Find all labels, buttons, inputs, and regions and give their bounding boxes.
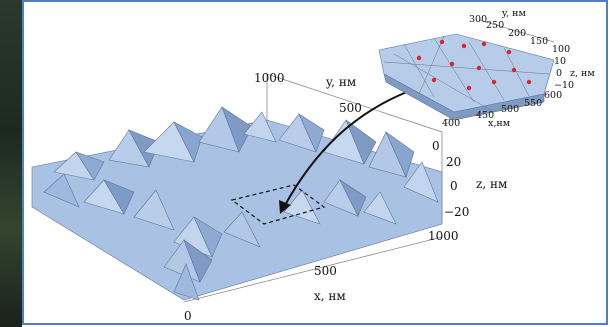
inset-z-tick-neg10: −10 xyxy=(554,80,574,91)
zoom-arrow xyxy=(283,89,413,208)
inset-y-tick-100: 100 xyxy=(552,44,570,55)
main-z-tick-0: 0 xyxy=(450,179,458,193)
inset-y-tick-200: 200 xyxy=(508,28,526,39)
inset-z-axis-label: z, нм xyxy=(570,68,595,79)
main-x-tick-0: 0 xyxy=(184,309,192,323)
inset-z-tick-10: 10 xyxy=(554,56,566,67)
inset-x-tick-450: 450 xyxy=(476,110,494,121)
zoom-region-box xyxy=(230,184,326,225)
figure-frame: 1000 y, нм 500 0 20 z, нм 0 −20 1000 500… xyxy=(22,0,608,325)
figure-canvas: 1000 y, нм 500 0 20 z, нм 0 −20 1000 500… xyxy=(31,8,595,323)
main-surface-plot xyxy=(31,73,443,303)
main-z-axis-label: z, нм xyxy=(476,177,507,191)
inset-x-axis-label: x,нм xyxy=(488,118,511,129)
main-y-axis-label: y, нм xyxy=(325,75,356,89)
inset-x-tick-500: 500 xyxy=(501,104,519,115)
inset-y-tick-300: 300 xyxy=(469,14,487,25)
inset-markers xyxy=(416,39,532,91)
main-x-axis-label: x, нм xyxy=(314,289,346,303)
surface-peaks xyxy=(43,106,439,301)
main-z-tick-20: 20 xyxy=(446,155,461,169)
surface-base xyxy=(31,119,443,301)
inset-facets xyxy=(383,35,550,113)
inset-y-axis-label: y, нм xyxy=(501,8,526,19)
inset-y-tick-150: 150 xyxy=(530,36,548,47)
main-x-tick-500: 500 xyxy=(314,264,337,278)
main-y-tick-0: 0 xyxy=(432,139,440,153)
main-z-tick-neg20: −20 xyxy=(444,205,469,219)
inset-x-tick-600: 600 xyxy=(544,90,562,101)
main-y-tick-500: 500 xyxy=(339,101,362,115)
adjacent-image-strip xyxy=(0,0,22,327)
inset-x-tick-400: 400 xyxy=(442,118,460,129)
zoom-arrow-head xyxy=(279,200,291,214)
inset-axis-y xyxy=(478,19,555,43)
inset-z-tick-0: 0 xyxy=(556,68,562,79)
inset-x-tick-550: 550 xyxy=(524,98,542,109)
main-y-tick-1000: 1000 xyxy=(254,71,285,85)
inset-y-tick-250: 250 xyxy=(486,20,504,31)
inset-axis-x xyxy=(443,101,545,121)
inset-surface-plot xyxy=(378,19,555,121)
main-x-tick-1000: 1000 xyxy=(428,229,459,243)
